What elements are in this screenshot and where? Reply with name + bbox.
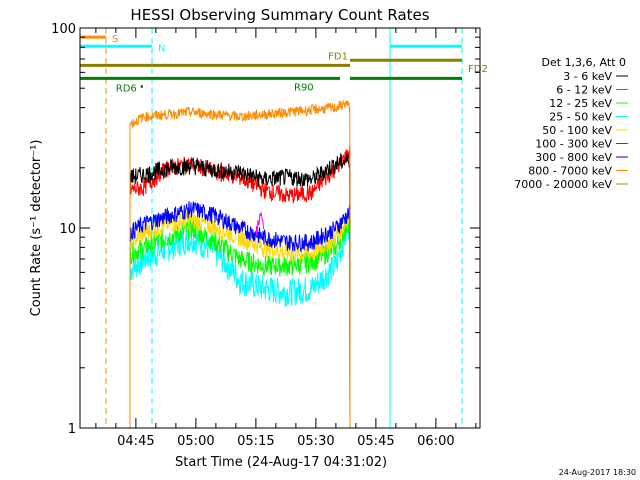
series-line-e25_50 <box>129 217 351 429</box>
x-tick-label: 05:45 <box>357 434 394 449</box>
series-line-e12_25 <box>129 213 351 429</box>
state-bar-label: FD2 <box>468 64 488 75</box>
chart-title: HESSI Observing Summary Count Rates <box>130 6 429 24</box>
x-tick-label: 05:00 <box>177 434 214 449</box>
legend-label: 300 - 800 keV <box>535 151 612 164</box>
y-tick-label: 100 <box>51 22 76 37</box>
legend-label: 800 - 7000 keV <box>528 165 612 178</box>
state-bar-label: FD1 <box>328 51 348 62</box>
legend-label: 7000 - 20000 keV <box>514 178 612 191</box>
state-bar-label: S <box>112 34 118 45</box>
x-axis-ticks: 04:45 05:00 05:15 05:30 05:45 06:00 <box>95 28 477 449</box>
y-tick-label: 1 <box>68 422 76 437</box>
series-line-e6_12 <box>255 211 265 235</box>
y-axis-ticks: 1 10 100 <box>51 22 480 437</box>
y-axis-label: Count Rate (s⁻¹ detector⁻¹) <box>29 140 44 317</box>
state-bar-label: R90 <box>294 82 314 93</box>
legend-label: 3 - 6 keV <box>563 70 612 83</box>
x-tick-label: 04:45 <box>117 434 154 449</box>
state-bar-label: N <box>158 43 165 54</box>
state-bar-label: RD6 <box>116 83 137 94</box>
legend-title: Det 1,3,6, Att 0 <box>542 56 626 69</box>
y-tick-label: 10 <box>59 222 76 237</box>
footer-timestamp: 24-Aug-2017 18:30 <box>559 468 636 477</box>
legend-label: 6 - 12 keV <box>556 84 612 97</box>
state-bars: S N FD1 FD2 R90 RD6 <box>80 34 488 94</box>
legend-label: 100 - 300 keV <box>535 138 612 151</box>
series-line-e800_7000 <box>129 100 351 429</box>
legend-label: 25 - 50 keV <box>549 111 612 124</box>
series-curves <box>129 100 351 429</box>
x-tick-label: 05:30 <box>297 434 334 449</box>
series-line-e3_6 <box>129 152 351 429</box>
x-axis-label: Start Time (24-Aug-17 04:31:02) <box>175 455 387 470</box>
legend-label: 50 - 100 keV <box>542 124 612 137</box>
x-tick-label: 05:15 <box>237 434 274 449</box>
series-line-e300_800 <box>129 201 351 429</box>
legend-label: 12 - 25 keV <box>549 97 612 110</box>
x-tick-label: 06:00 <box>417 434 454 449</box>
